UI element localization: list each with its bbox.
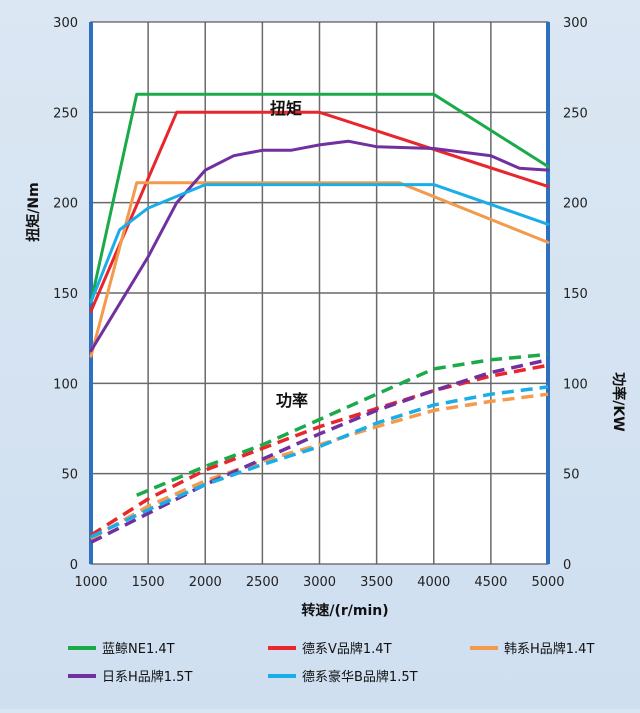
x-tick-label: 3000 (303, 575, 336, 590)
legend-label-4: 德系豪华B品牌1.5T (302, 669, 418, 685)
y-tick-label-left: 300 (53, 16, 78, 31)
x-tick-label: 3500 (360, 575, 393, 590)
power-annotation: 功率 (276, 391, 308, 410)
x-tick-label: 5000 (531, 575, 564, 590)
x-tick-label: 2500 (246, 575, 279, 590)
y-tick-label-right: 300 (563, 16, 588, 31)
y-tick-label-left: 150 (53, 287, 78, 302)
y-tick-label-right: 50 (563, 468, 580, 483)
legend-label-2: 韩系H品牌1.4T (504, 641, 594, 657)
x-axis-title: 转速/(r/min) (301, 602, 388, 619)
torque-annotation: 扭矩 (270, 99, 302, 118)
y-tick-label-right: 0 (563, 558, 571, 573)
series-layer (89, 92, 550, 544)
torque-line-0 (89, 92, 550, 304)
power-line-1 (90, 363, 549, 537)
y-tick-label-right: 150 (563, 287, 588, 302)
legend-label-0: 蓝鲸NE1.4T (102, 642, 175, 657)
y-tick-label-left: 200 (53, 197, 78, 212)
y-axis-title-left: 扭矩/Nm (25, 182, 42, 241)
legend-label-1: 德系V品牌1.4T (302, 641, 392, 657)
y-tick-label-right: 250 (563, 106, 588, 121)
x-tick-label: 4500 (474, 575, 507, 590)
torque-line-4 (89, 183, 550, 304)
y-tick-label-left: 100 (53, 377, 78, 392)
y-tick-label-right: 100 (563, 377, 588, 392)
legend-label-3: 日系H品牌1.5T (102, 669, 192, 685)
labels: 转速/(r/min) 扭矩/Nm 功率/KW 扭矩 功率 (25, 99, 627, 619)
y-tick-label-right: 200 (563, 197, 588, 212)
axes: 1000 1500 2000 2500 3000 3500 4000 4500 5000 0 0 50… (53, 16, 588, 590)
y-tick-label-left: 0 (70, 558, 78, 573)
x-tick-label: 4000 (417, 575, 450, 590)
torque-line-3 (89, 139, 550, 353)
x-tick-label: 2000 (189, 575, 222, 590)
power-line-0 (136, 352, 549, 497)
power-line-4 (90, 385, 549, 539)
y-axis-title-right: 功率/KW (610, 372, 627, 431)
y-tick-label-left: 250 (53, 106, 78, 121)
power-line-3 (90, 358, 549, 544)
power-line-2 (90, 392, 549, 541)
x-tick-label: 1000 (74, 575, 107, 590)
x-tick-label: 1500 (132, 575, 165, 590)
legend: 蓝鲸NE1.4T 德系V品牌1.4T 韩系H品牌1.4T 日系H品牌1.5T 德系豪华B… (68, 641, 594, 685)
torque-line-2 (89, 181, 550, 358)
y-tick-label-left: 50 (61, 468, 78, 483)
